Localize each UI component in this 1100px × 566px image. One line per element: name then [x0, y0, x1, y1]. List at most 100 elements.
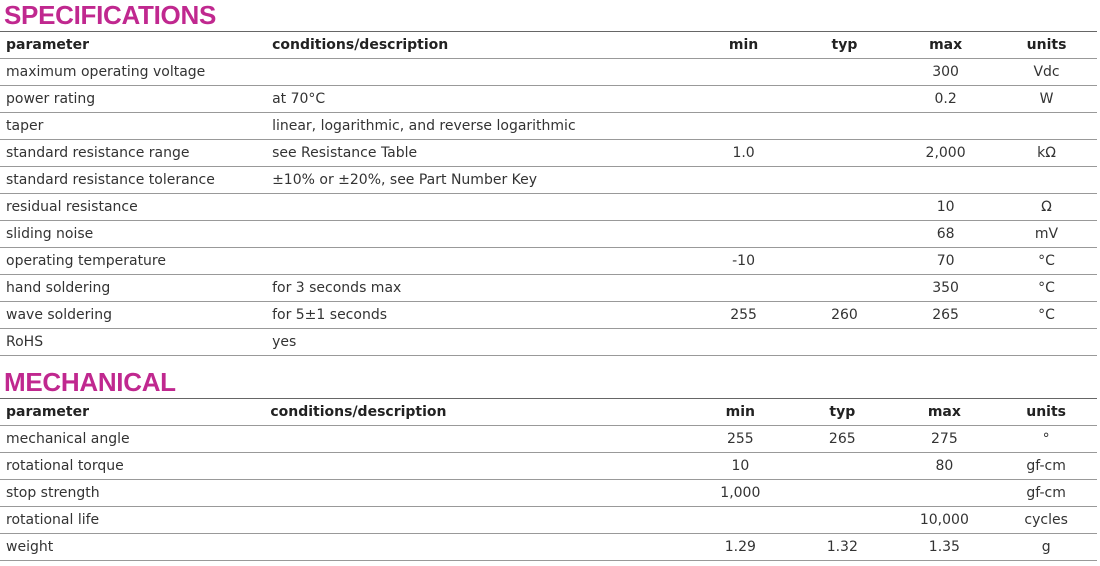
cell-units: g	[995, 533, 1097, 561]
column-header-min: min	[693, 31, 794, 59]
cell-parameter: sliding noise	[0, 220, 267, 248]
cell-parameter: RoHS	[0, 328, 267, 356]
table-row: operating temperature -10 70 °C	[0, 247, 1097, 275]
cell-max: 10,000	[893, 506, 996, 534]
cell-typ	[791, 506, 894, 534]
cell-parameter: hand soldering	[0, 274, 267, 302]
section-title: MECHANICAL	[4, 367, 176, 397]
cell-max: 2,000	[895, 139, 997, 167]
cell-typ	[791, 479, 894, 507]
cell-typ	[793, 247, 896, 275]
table-row: standard resistance tolerance ±10% or ±20…	[0, 166, 1097, 194]
cell-min: 255	[693, 301, 794, 329]
cell-parameter: standard resistance range	[0, 139, 267, 167]
cell-parameter: weight	[0, 533, 265, 561]
cell-typ: 1.32	[791, 533, 894, 561]
cell-conditions: for 5±1 seconds	[266, 301, 694, 329]
column-header-parameter: parameter	[0, 398, 265, 426]
cell-parameter: mechanical angle	[0, 425, 265, 453]
cell-parameter: stop strength	[0, 479, 265, 507]
cell-units: °C	[996, 301, 1097, 329]
cell-min	[693, 328, 794, 356]
cell-conditions	[266, 220, 694, 248]
cell-min	[693, 193, 794, 221]
table-row: residual resistance 10 Ω	[0, 193, 1097, 221]
cell-conditions: ±10% or ±20%, see Part Number Key	[266, 166, 694, 194]
cell-units: Ω	[996, 193, 1097, 221]
column-header-typ: typ	[793, 31, 896, 59]
cell-min: 10	[689, 452, 792, 480]
cell-typ	[793, 85, 896, 113]
cell-parameter: maximum operating voltage	[0, 58, 267, 86]
header-row: parameter conditions/description min typ max…	[0, 31, 1097, 59]
cell-typ	[793, 139, 896, 167]
mechanical-section: MECHANICAL parameter conditions/descripti…	[0, 367, 1097, 561]
column-header-typ: typ	[791, 398, 894, 426]
column-header-min: min	[689, 398, 792, 426]
table-row: hand soldering for 3 seconds max 350 °C	[0, 274, 1097, 302]
cell-min	[693, 85, 794, 113]
table-row: stop strength 1,000 gf-cm	[0, 479, 1097, 507]
cell-parameter: wave soldering	[0, 301, 267, 329]
cell-conditions	[266, 193, 694, 221]
cell-conditions: yes	[266, 328, 694, 356]
table-row: RoHS yes	[0, 328, 1097, 356]
cell-max: 265	[895, 301, 997, 329]
cell-max: 80	[893, 452, 996, 480]
cell-max	[895, 166, 997, 194]
specifications-table: parameter conditions/description min typ max…	[0, 31, 1097, 356]
cell-max: 68	[895, 220, 997, 248]
cell-units	[996, 112, 1097, 140]
table-row: mechanical angle 255 265 275 °	[0, 425, 1097, 453]
column-header-parameter: parameter	[0, 31, 267, 59]
cell-max: 1.35	[893, 533, 996, 561]
cell-parameter: residual resistance	[0, 193, 267, 221]
cell-max: 0.2	[895, 85, 997, 113]
cell-min: 1.29	[689, 533, 792, 561]
cell-typ	[793, 58, 896, 86]
cell-units: gf-cm	[995, 452, 1097, 480]
cell-typ: 265	[791, 425, 894, 453]
cell-min	[693, 166, 794, 194]
cell-max: 300	[895, 58, 997, 86]
cell-parameter: standard resistance tolerance	[0, 166, 267, 194]
cell-conditions: for 3 seconds max	[266, 274, 694, 302]
table-row: sliding noise 68 mV	[0, 220, 1097, 248]
column-header-units: units	[996, 31, 1097, 59]
specifications-section: SPECIFICATIONS parameter conditions/descr…	[0, 0, 1097, 356]
column-header-conditions: conditions/description	[264, 398, 690, 426]
cell-conditions	[266, 58, 694, 86]
table-row: weight 1.29 1.32 1.35 g	[0, 533, 1097, 561]
cell-typ: 260	[793, 301, 896, 329]
cell-min	[693, 274, 794, 302]
cell-min	[693, 220, 794, 248]
cell-max: 275	[893, 425, 996, 453]
cell-min: -10	[693, 247, 794, 275]
cell-min	[693, 58, 794, 86]
cell-parameter: taper	[0, 112, 267, 140]
cell-min: 1,000	[689, 479, 792, 507]
cell-max: 10	[895, 193, 997, 221]
cell-min: 255	[689, 425, 792, 453]
table-row: taper linear, logarithmic, and reverse lo…	[0, 112, 1097, 140]
cell-parameter: rotational life	[0, 506, 265, 534]
cell-max	[895, 112, 997, 140]
table-row: maximum operating voltage 300 Vdc	[0, 58, 1097, 86]
cell-conditions	[264, 425, 690, 453]
cell-min: 1.0	[693, 139, 794, 167]
cell-units: cycles	[995, 506, 1097, 534]
cell-units: °C	[996, 274, 1097, 302]
cell-max	[895, 328, 997, 356]
cell-units: °C	[996, 247, 1097, 275]
cell-conditions: linear, logarithmic, and reverse logarit…	[266, 112, 694, 140]
cell-typ	[793, 166, 896, 194]
cell-units: W	[996, 85, 1097, 113]
cell-typ	[793, 193, 896, 221]
cell-conditions	[264, 506, 690, 534]
cell-units: Vdc	[996, 58, 1097, 86]
column-header-max: max	[895, 31, 997, 59]
cell-max: 350	[895, 274, 997, 302]
cell-typ	[793, 220, 896, 248]
cell-min	[689, 506, 792, 534]
cell-conditions	[264, 479, 690, 507]
